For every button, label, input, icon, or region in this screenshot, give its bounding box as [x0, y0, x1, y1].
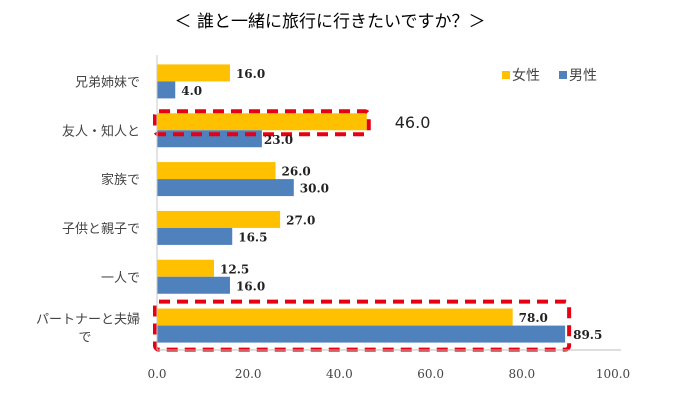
legend-label: 女性 — [512, 67, 540, 84]
axis-layer: 0.0 20.0 40.0 60.0 80.0 100.0 — [147, 55, 630, 381]
bar-male — [157, 276, 230, 294]
bar-female — [157, 64, 230, 82]
data-label: 16.0 — [236, 67, 265, 81]
bars-layer — [157, 64, 566, 343]
x-tick-label: 40.0 — [326, 367, 353, 381]
bar-male — [157, 179, 294, 197]
bar-female — [157, 113, 367, 131]
data-label: 4.0 — [181, 84, 202, 98]
data-label: 46.0 — [395, 113, 431, 132]
category-label: パートナーと夫婦 — [36, 312, 140, 328]
data-label: 78.0 — [519, 311, 548, 325]
bar-female — [157, 210, 281, 228]
highlight-box-friends — [153, 109, 371, 137]
category-label: 兄弟姉妹で — [75, 75, 140, 90]
x-tick-label: 100.0 — [596, 367, 630, 381]
x-tick-label: 20.0 — [235, 367, 262, 381]
bar-male — [157, 227, 233, 245]
data-label: 12.5 — [220, 262, 249, 276]
legend-swatch — [502, 71, 510, 79]
category-label: 一人で — [101, 271, 140, 286]
highlight-layer — [153, 109, 572, 352]
data-label: 30.0 — [300, 182, 329, 196]
category-label-cont: で — [78, 331, 91, 346]
category-label: 友人・知人と — [62, 123, 140, 139]
x-tick-label: 60.0 — [417, 367, 444, 381]
data-label: 26.0 — [282, 165, 311, 179]
data-label: 23.0 — [264, 133, 293, 147]
legend: 女性 男性 — [502, 67, 597, 84]
legend-label: 男性 — [569, 68, 597, 84]
category-label: 子供と親子で — [62, 222, 140, 237]
bar-female — [157, 162, 276, 180]
x-tick-label: 80.0 — [508, 367, 535, 381]
data-label: 16.5 — [238, 230, 267, 244]
data-label: 16.0 — [236, 279, 265, 293]
highlight-box-partner — [153, 299, 572, 352]
bar-male — [157, 325, 566, 343]
legend-swatch — [559, 71, 567, 79]
data-label: 89.5 — [573, 328, 602, 342]
chart-title: ＜ 誰と一緒に旅行に行きたいですか？＞ — [175, 12, 486, 32]
bar-male — [157, 81, 176, 99]
x-tick-label: 0.0 — [147, 367, 166, 381]
data-label: 27.0 — [286, 213, 315, 227]
labels-layer: 兄弟姉妹で 16.0 4.0 友人・知人と 46.0 23.0 家族で 26.0 30.0 子供と… — [36, 67, 602, 346]
category-label: 家族で — [101, 172, 140, 188]
bar-female — [157, 308, 513, 326]
bar-female — [157, 259, 214, 277]
